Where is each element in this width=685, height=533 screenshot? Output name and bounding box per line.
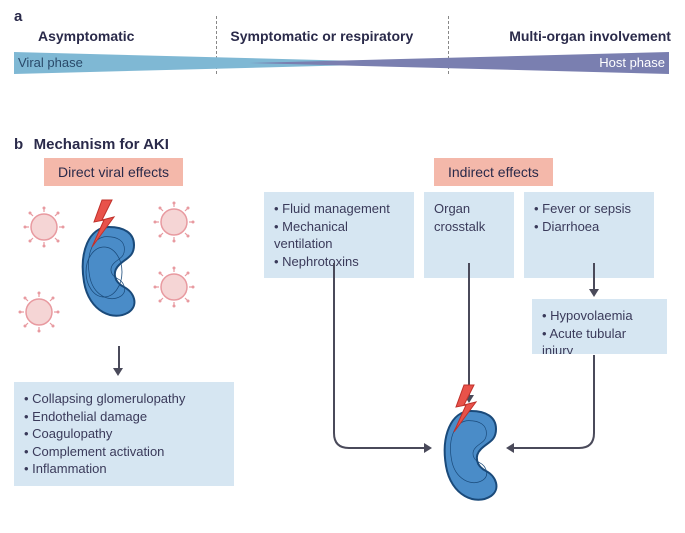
kidney-virus-svg [14,192,224,342]
direct-outcomes-box: Collapsing glomerulopathy Endothelial da… [14,382,234,486]
box-item: Mechanical ventilation [274,218,404,253]
box-item: Fever or sepsis [534,200,644,218]
phase-asymptomatic: Asymptomatic [38,28,134,44]
box-item: Organ crosstalk [434,201,485,234]
arrow-down [113,346,125,376]
virus-icon [154,267,195,308]
box-item: Fluid management [274,200,404,218]
outcome-item: Complement activation [24,443,224,461]
phases-row: Asymptomatic Symptomatic or respiratory … [38,28,671,44]
direct-header: Direct viral effects [44,158,183,186]
panel-a-label: a [14,8,22,25]
viral-label: Viral phase [18,55,83,70]
kidney-icon [83,227,135,316]
box-item: Hypovolaemia [542,307,657,325]
indirect-column: Indirect effects Fluid management Mechan… [264,158,674,278]
panel-b-header-row: b Mechanism for AKI [14,136,671,154]
indirect-header: Indirect effects [434,158,553,186]
indirect-arrows-svg: Hypovolaemia Acute tubular injury [264,263,674,513]
panel-b-label: b [14,136,23,153]
panel-a: a Asymptomatic Symptomatic or respirator… [14,8,671,92]
kidney-with-virus [14,192,224,342]
phase-wedges-svg [14,52,669,96]
virus-icon [24,207,65,248]
virus-icon [19,292,60,333]
host-label: Host phase [599,55,665,70]
outcome-item: Endothelial damage [24,408,224,426]
box-item: Diarrhoea [534,218,644,236]
box-item: Acute tubular injury [542,325,657,354]
wedges: Viral phase Host phase [14,52,671,92]
outcome-item: Coagulopathy [24,425,224,443]
panel-b: b Mechanism for AKI Direct viral effects [14,136,671,154]
outcome-item: Collapsing glomerulopathy [24,390,224,408]
virus-icon [154,202,195,243]
panel-b-title: Mechanism for AKI [34,136,169,153]
outcome-item: Inflammation [24,460,224,478]
kidney-icon [445,411,497,500]
indirect-box-4: Hypovolaemia Acute tubular injury [532,299,667,354]
phase-symptomatic: Symptomatic or respiratory [230,28,413,44]
direct-column: Direct viral effects [14,158,224,486]
phase-multiorgan: Multi-organ involvement [509,28,671,44]
